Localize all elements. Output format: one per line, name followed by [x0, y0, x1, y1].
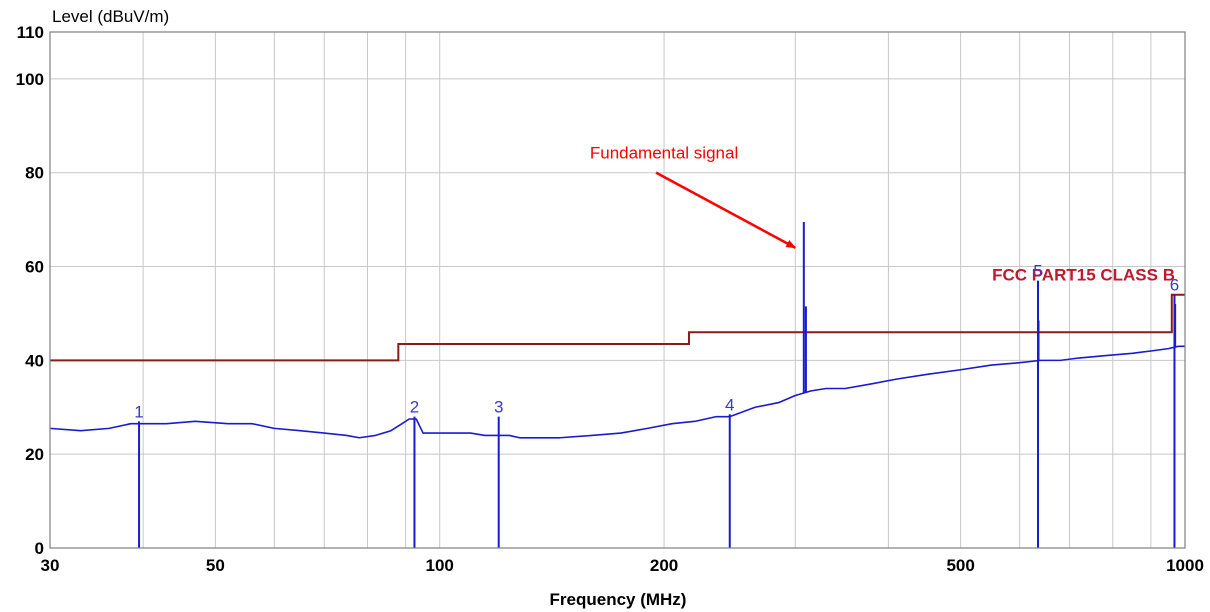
- grid: [50, 32, 1185, 548]
- marker-label: 3: [494, 398, 503, 417]
- y-tick-label: 20: [25, 445, 44, 464]
- annotation-group: Fundamental signal: [590, 144, 797, 249]
- y-tick-label: 110: [17, 23, 44, 42]
- marker-label: 1: [134, 402, 143, 421]
- x-tick-label: 50: [206, 556, 225, 575]
- annotation-arrow: [655, 171, 797, 249]
- marker-label: 5: [1033, 262, 1042, 281]
- marker-group: 1 2 3 4 5 6: [134, 262, 1179, 548]
- annotation-label: Fundamental signal: [590, 144, 738, 163]
- limit-line-label: FCC PART15 CLASS B: [992, 266, 1175, 285]
- x-tick-label: 500: [946, 556, 974, 575]
- x-tick-label: 100: [426, 556, 454, 575]
- marker-label: 6: [1170, 276, 1179, 295]
- limit-line: FCC PART15 CLASS B: [50, 266, 1185, 362]
- marker-label: 4: [725, 395, 734, 414]
- y-axis-title: Level (dBuV/m): [52, 7, 169, 26]
- axes: 0 20 40 60 80 100 110 30 50 100 200 500 1000: [16, 23, 1204, 575]
- y-tick-label: 80: [25, 164, 44, 183]
- plot-frame: [49, 31, 1186, 549]
- x-tick-label: 1000: [1166, 556, 1204, 575]
- y-tick-label: 100: [16, 70, 44, 89]
- x-tick-label: 30: [41, 556, 60, 575]
- trace-line: [49, 345, 1185, 439]
- x-tick-label: 200: [650, 556, 678, 575]
- y-tick-label: 40: [25, 351, 44, 370]
- marker-label: 2: [410, 398, 419, 417]
- limit-line-path: [50, 293, 1185, 362]
- emission-trace: [49, 221, 1185, 439]
- y-tick-label: 60: [25, 258, 44, 277]
- y-tick-label: 0: [35, 539, 44, 558]
- x-axis-title: Frequency (MHz): [550, 590, 687, 609]
